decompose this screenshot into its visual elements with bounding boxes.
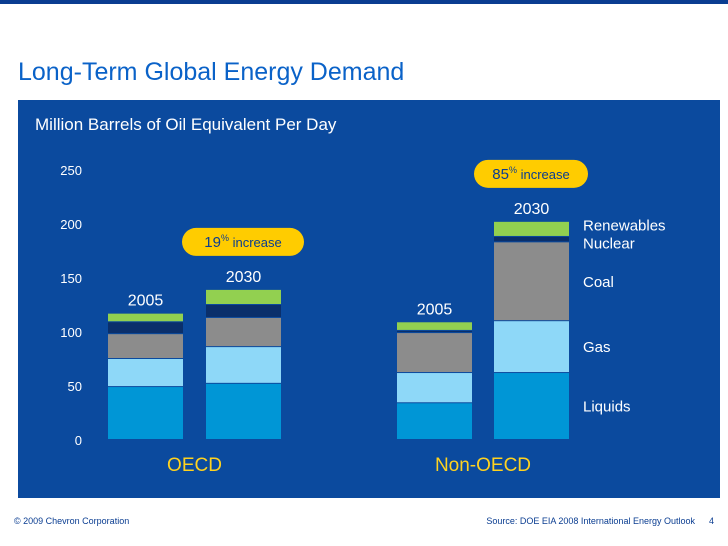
bar-segment-gas bbox=[108, 359, 183, 387]
bar-segment-liquids bbox=[108, 387, 183, 439]
bar-segment-coal bbox=[397, 333, 472, 373]
bar-segment-renewables bbox=[397, 322, 472, 330]
top-rule bbox=[0, 0, 728, 4]
footer-source-text: Source: DOE EIA 2008 International Energ… bbox=[486, 516, 695, 526]
legend-label-nuclear: Nuclear bbox=[583, 235, 635, 252]
bar-segment-gas bbox=[206, 347, 281, 383]
bar-segment-gas bbox=[397, 373, 472, 403]
bar-segment-liquids bbox=[206, 383, 281, 439]
bar-segment-liquids bbox=[397, 403, 472, 439]
group-label: OECD bbox=[167, 455, 222, 476]
bar-segment-renewables bbox=[494, 221, 569, 236]
year-label: 2005 bbox=[417, 301, 453, 318]
bar-segment-coal bbox=[494, 242, 569, 321]
y-tick-label: 50 bbox=[68, 379, 82, 394]
y-tick-label: 0 bbox=[75, 433, 82, 448]
legend-label-liquids: Liquids bbox=[583, 399, 631, 416]
increase-callout-text: 85% increase bbox=[492, 165, 569, 183]
year-label: 2030 bbox=[226, 269, 262, 286]
legend-label-gas: Gas bbox=[583, 339, 611, 356]
bar-segment-renewables bbox=[206, 289, 281, 304]
bar-segment-coal bbox=[108, 334, 183, 358]
bar-segment-liquids bbox=[494, 373, 569, 439]
bar-segment-nuclear bbox=[108, 322, 183, 334]
footer-source: Source: DOE EIA 2008 International Energ… bbox=[486, 516, 714, 526]
y-tick-label: 200 bbox=[60, 217, 82, 232]
bar-segment-nuclear bbox=[206, 305, 281, 317]
chart-subtitle: Million Barrels of Oil Equivalent Per Da… bbox=[35, 115, 337, 134]
y-tick-label: 250 bbox=[60, 163, 82, 178]
bar-segment-coal bbox=[206, 317, 281, 347]
year-label: 2030 bbox=[514, 201, 550, 218]
bar-segment-nuclear bbox=[494, 236, 569, 242]
legend-label-coal: Coal bbox=[583, 274, 614, 291]
bar-segment-nuclear bbox=[397, 330, 472, 333]
group-label: Non-OECD bbox=[435, 455, 531, 476]
increase-callout bbox=[182, 227, 304, 256]
y-tick-label: 150 bbox=[60, 271, 82, 286]
increase-callout bbox=[474, 159, 588, 188]
increase-callout-text: 19% increase bbox=[204, 233, 281, 251]
slide-title: Long-Term Global Energy Demand bbox=[18, 58, 405, 86]
bar-segment-gas bbox=[494, 321, 569, 373]
bar-segment-renewables bbox=[108, 313, 183, 322]
year-label: 2005 bbox=[128, 293, 164, 310]
page-number: 4 bbox=[708, 516, 714, 526]
legend-label-renewables: Renewables bbox=[583, 217, 666, 234]
y-tick-label: 100 bbox=[60, 325, 82, 340]
footer-copyright: © 2009 Chevron Corporation bbox=[14, 516, 130, 526]
